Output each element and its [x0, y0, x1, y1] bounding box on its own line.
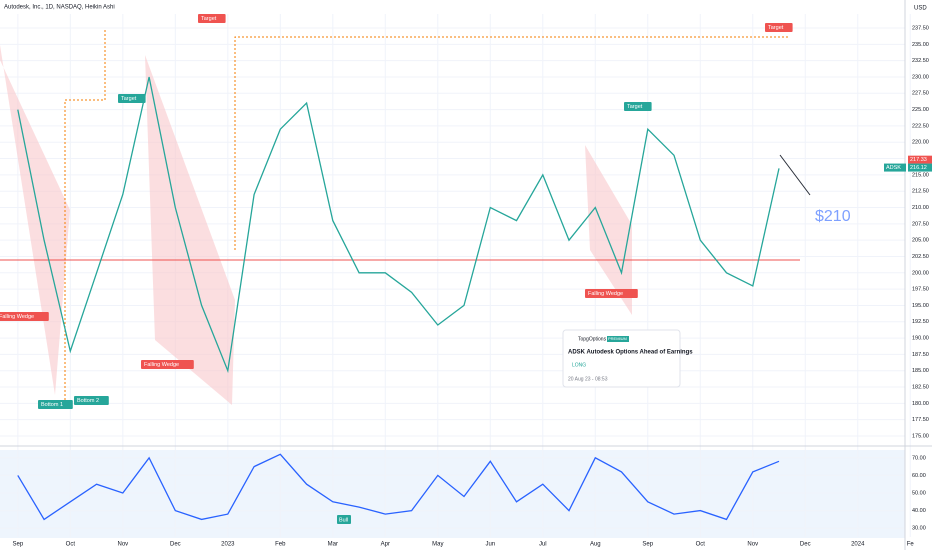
x-tick-label: Feb	[275, 542, 286, 548]
y-tick-label: 232.50	[912, 58, 929, 64]
symbol-tag-label: ADSK	[886, 165, 901, 171]
price-tag	[908, 155, 932, 164]
annotation: Target	[627, 104, 643, 110]
price-tag-label: 217.33	[910, 157, 927, 163]
x-tick-label: 2023	[221, 542, 235, 548]
annotation: Bottom 1	[41, 402, 63, 408]
annotation-tag	[585, 289, 638, 298]
x-tick-label: Nov	[747, 542, 758, 548]
x-tick-label: Nov	[118, 542, 129, 548]
annotation: $210	[815, 208, 851, 225]
y-tick-label: 187.50	[912, 352, 929, 358]
x-tick-label: Sep	[642, 542, 653, 548]
annotation-tag	[765, 23, 793, 32]
idea-box	[562, 329, 681, 388]
annotation: Target	[201, 16, 217, 22]
y-tick-label: 215.00	[912, 172, 929, 178]
y-tick-label: 210.00	[912, 205, 929, 211]
y-tick-label: 237.50	[912, 25, 929, 31]
y-tick-label: 180.00	[912, 401, 929, 407]
y-tick-label: 212.50	[912, 189, 929, 195]
wedge	[145, 55, 235, 405]
y-tick-label: 60.00	[912, 473, 926, 479]
y-tick-label: 192.50	[912, 319, 929, 325]
x-tick-label: Dec	[170, 542, 181, 548]
x-tick-label: Aug	[590, 542, 601, 548]
y-tick-label: 177.50	[912, 417, 929, 423]
y-tick-label: 205.00	[912, 238, 929, 244]
idea-direction: LONG	[572, 362, 586, 368]
annotation-tag	[337, 515, 351, 524]
annotation: Target	[768, 25, 784, 31]
wedge	[0, 45, 70, 395]
y-tick-label: 40.00	[912, 508, 926, 514]
annotation: Target	[121, 96, 137, 102]
annotation-tag	[118, 94, 146, 103]
y-tick-label: 222.50	[912, 123, 929, 129]
annotation: Bottom 2	[77, 398, 99, 404]
x-tick-label: Jun	[485, 542, 495, 548]
annotation-tag	[624, 102, 652, 111]
annotation: Bull	[339, 517, 348, 523]
wedge	[585, 145, 632, 315]
idea-badge: PREMIUM	[608, 336, 627, 341]
currency: USD	[914, 6, 927, 12]
annotation: Falling Wedge	[588, 291, 623, 297]
y-tick-label: 197.50	[912, 287, 929, 293]
x-tick-label: Oct	[696, 542, 706, 548]
annotation-tag	[0, 312, 49, 321]
x-tick-label: Oct	[66, 542, 76, 548]
target-line	[64, 30, 106, 400]
rsi-panel	[0, 450, 905, 538]
y-tick-label: 30.00	[912, 526, 926, 532]
idea-author: TopgOptions	[578, 336, 607, 342]
badge-bg	[607, 336, 629, 342]
target-line	[234, 36, 790, 250]
annotation-tag	[74, 396, 109, 405]
x-tick-label: Apr	[381, 542, 390, 548]
annotation-tag	[141, 360, 194, 369]
y-tick-label: 207.50	[912, 221, 929, 227]
projection-arrow	[779, 154, 811, 196]
x-tick-label: Mar	[328, 542, 338, 548]
y-tick-label: 202.50	[912, 254, 929, 260]
idea-card[interactable]: TopgOptions PREMIUM ADSK Autodesk Option…	[562, 329, 693, 388]
y-tick-label: 220.00	[912, 140, 929, 146]
annotation-tag	[38, 400, 73, 409]
y-tick-label: 195.00	[912, 303, 929, 309]
y-tick-label: 182.50	[912, 384, 929, 390]
series-line	[17, 453, 780, 521]
x-tick-label: May	[432, 542, 443, 548]
chart-title: Autodesk, Inc., 1D, NASDAQ, Heikin Ashi	[4, 5, 115, 11]
y-tick-label: 50.00	[912, 490, 926, 496]
y-tick-label: 70.00	[912, 455, 926, 461]
y-tick-label: 227.50	[912, 91, 929, 97]
price-tag-label: 216.12	[910, 165, 927, 171]
y-tick-label: 235.00	[912, 42, 929, 48]
symbol-tag	[884, 163, 906, 172]
annotation-tag	[198, 14, 226, 23]
x-tick-label: Sep	[13, 542, 24, 548]
x-tick-label: Jul	[539, 542, 547, 548]
y-tick-label: 175.00	[912, 433, 929, 439]
idea-date: 20 Aug 23 - 08:53	[568, 376, 608, 382]
x-tick-label: Fe	[907, 542, 915, 548]
y-tick-label: 185.00	[912, 368, 929, 374]
y-tick-label: 190.00	[912, 336, 929, 342]
y-tick-label: 225.00	[912, 107, 929, 113]
annotation: Falling Wedge	[144, 362, 179, 368]
y-tick-label: 200.00	[912, 270, 929, 276]
x-tick-label: Dec	[800, 542, 811, 548]
idea-title: ADSK Autodesk Options Ahead of Earnings	[568, 350, 693, 356]
price-tag	[908, 163, 932, 172]
annotation: Falling Wedge	[0, 314, 34, 320]
x-tick-label: 2024	[851, 542, 865, 548]
y-tick-label: 230.00	[912, 74, 929, 80]
